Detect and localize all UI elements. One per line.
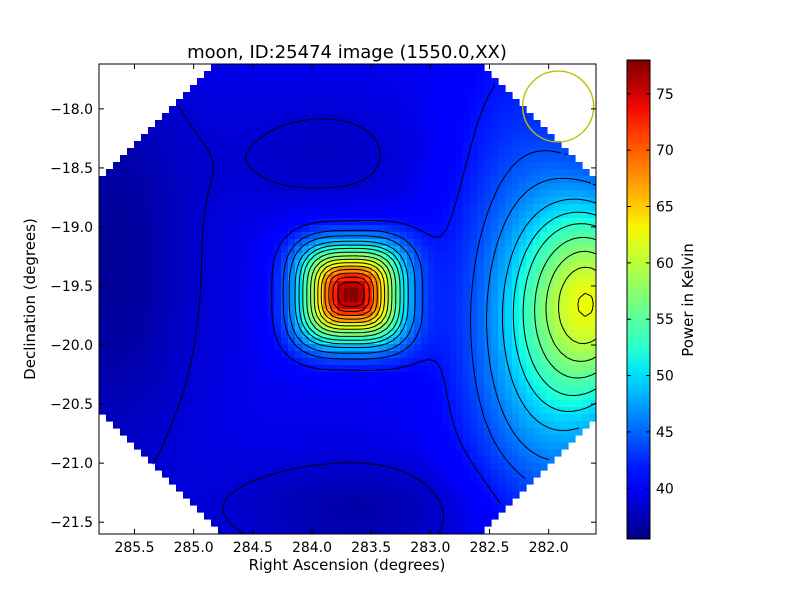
x-tick-label: 282.0 [529,540,569,556]
colorbar-tick-label: 45 [656,425,674,441]
x-tick-label: 283.5 [351,540,391,556]
colorbar-frame [626,59,651,540]
y-tick-label: −18.5 [50,161,93,177]
plot-frame [98,63,597,535]
colorbar-tick-label: 60 [656,256,674,272]
x-tick-label: 283.0 [410,540,450,556]
contour-line [313,258,596,345]
contour-line [294,198,596,432]
y-tick-label: −20.0 [50,338,93,354]
contour-line [317,262,594,327]
heatmap [99,64,596,534]
x-tick-label: 285.0 [174,540,214,556]
colorbar-label: Power in Kelvin [679,243,697,357]
y-tick-label: −21.0 [50,456,93,472]
colorbar-tick-label: 40 [656,481,674,497]
contour-line [302,223,596,397]
y-tick-label: −21.5 [50,515,93,531]
colorbar: 40 45 50 55 60 65 70 75 Power in Kelvin [626,59,697,540]
x-axis: 285.5 285.0 284.5 284.0 283.5 283.0 282.5 282.0 [114,64,569,556]
x-tick-label: 285.5 [114,540,154,556]
y-tick-label: −20.5 [50,397,93,413]
x-tick-label: 284.0 [292,540,332,556]
contour-line [306,236,596,379]
y-tick-label: −18.0 [50,102,93,118]
contour-lines [152,84,596,534]
chart-title: moon, ID:25474 image (1550.0,XX) [187,42,507,63]
contour-line [282,150,568,479]
colorbar-tick-label: 65 [656,200,674,216]
contour-line [324,269,378,320]
colorbar-ticks: 40 45 50 55 60 65 70 75 [627,87,674,497]
contour-line [328,272,374,316]
beam-circle [521,70,595,143]
colorbar-tick-label: 50 [656,369,674,385]
contour-line [332,276,370,312]
contour-line [337,281,365,308]
contour-line [310,250,596,362]
contour-line [288,177,596,461]
contour-line [152,105,444,534]
contour-line [298,211,596,412]
y-axis: −18.0 −18.5 −19.0 −19.5 −20.0 −20.5 −21.0 −21.5 [50,102,596,531]
colorbar-tick-label: 75 [656,87,674,103]
colorbar-gradient [627,60,650,539]
colorbar-tick-label: 55 [656,312,674,328]
contour-line [271,84,502,505]
colorbar-tick-label: 70 [656,143,674,159]
y-axis-label: Declination (degrees) [21,218,39,380]
y-tick-label: −19.5 [50,279,93,295]
x-tick-label: 284.5 [233,540,273,556]
x-tick-label: 282.5 [469,540,509,556]
plot-area [99,64,596,534]
y-tick-label: −19.0 [50,220,93,236]
contour-line [320,265,382,324]
x-axis-label: Right Ascension (degrees) [249,556,446,574]
